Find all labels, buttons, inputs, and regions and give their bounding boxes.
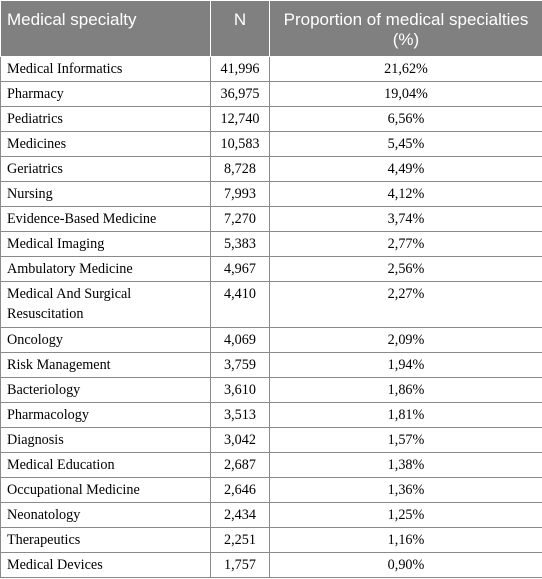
specialty-cell: Diagnosis: [0, 427, 211, 453]
header-medical-specialty: Medical specialty: [0, 0, 211, 57]
proportion-cell: 19,04%: [269, 81, 542, 107]
table-row: Medical Education 2,687 1,38%: [0, 452, 542, 478]
table-row: Medical Informatics 41,996 21,62%: [0, 56, 542, 82]
table-row: Oncology 4,069 2,09%: [0, 327, 542, 353]
table-row: Medical Imaging 5,383 2,77%: [0, 231, 542, 257]
count-cell: 4,410: [210, 281, 270, 328]
count-cell: 4,967: [210, 256, 270, 282]
count-cell: 41,996: [210, 56, 270, 82]
proportion-cell: 1,94%: [269, 352, 542, 378]
proportion-cell: 1,57%: [269, 427, 542, 453]
proportion-cell: 2,77%: [269, 231, 542, 257]
proportion-cell: 1,86%: [269, 377, 542, 403]
specialty-cell: Medical Imaging: [0, 231, 211, 257]
table-row: Nursing 7,993 4,12%: [0, 181, 542, 207]
count-cell: 12,740: [210, 106, 270, 132]
specialty-cell: Occupational Medicine: [0, 477, 211, 503]
table-row: Medical And Surgical Resuscitation 4,410…: [0, 281, 542, 328]
table-row: Evidence-Based Medicine 7,270 3,74%: [0, 206, 542, 232]
table-row: Bacteriology 3,610 1,86%: [0, 377, 542, 403]
specialty-cell: Risk Management: [0, 352, 211, 378]
table-row: Risk Management 3,759 1,94%: [0, 352, 542, 378]
proportion-cell: 1,16%: [269, 527, 542, 553]
specialty-cell: Ambulatory Medicine: [0, 256, 211, 282]
specialty-cell: Medical Informatics: [0, 56, 211, 82]
specialty-cell: Bacteriology: [0, 377, 211, 403]
count-cell: 3,513: [210, 402, 270, 428]
proportion-cell: 1,36%: [269, 477, 542, 503]
table-row: Pharmacology 3,513 1,81%: [0, 402, 542, 428]
count-cell: 1,757: [210, 552, 270, 578]
proportion-cell: 1,25%: [269, 502, 542, 528]
proportion-cell: 1,81%: [269, 402, 542, 428]
proportion-cell: 4,12%: [269, 181, 542, 207]
specialty-cell: Geriatrics: [0, 156, 211, 182]
specialty-cell: Evidence-Based Medicine: [0, 206, 211, 232]
count-cell: 36,975: [210, 81, 270, 107]
count-cell: 2,646: [210, 477, 270, 503]
count-cell: 2,687: [210, 452, 270, 478]
count-cell: 4,069: [210, 327, 270, 353]
count-cell: 3,610: [210, 377, 270, 403]
proportion-cell: 2,09%: [269, 327, 542, 353]
table-header: Medical specialty N Proportion of medica…: [0, 0, 542, 57]
table-row: Geriatrics 8,728 4,49%: [0, 156, 542, 182]
count-cell: 2,251: [210, 527, 270, 553]
specialty-cell: Oncology: [0, 327, 211, 353]
proportion-cell: 2,56%: [269, 256, 542, 282]
table-row: Occupational Medicine 2,646 1,36%: [0, 477, 542, 503]
header-n: N: [210, 0, 270, 57]
count-cell: 10,583: [210, 131, 270, 157]
proportion-cell: 4,49%: [269, 156, 542, 182]
table-body: Medical Informatics 41,996 21,62% Pharma…: [0, 56, 542, 578]
proportion-cell: 6,56%: [269, 106, 542, 132]
table-row: Neonatology 2,434 1,25%: [0, 502, 542, 528]
table-row: Diagnosis 3,042 1,57%: [0, 427, 542, 453]
count-cell: 2,434: [210, 502, 270, 528]
table-row: Therapeutics 2,251 1,16%: [0, 527, 542, 553]
table-row: Pharmacy 36,975 19,04%: [0, 81, 542, 107]
proportion-cell: 3,74%: [269, 206, 542, 232]
table-row: Ambulatory Medicine 4,967 2,56%: [0, 256, 542, 282]
specialty-cell: Medical Education: [0, 452, 211, 478]
count-cell: 7,993: [210, 181, 270, 207]
count-cell: 5,383: [210, 231, 270, 257]
header-proportion: Proportion of medical specialties (%): [269, 0, 542, 57]
proportion-cell: 2,27%: [269, 281, 542, 328]
specialty-cell: Medical And Surgical Resuscitation: [0, 281, 211, 328]
specialty-cell: Pharmacology: [0, 402, 211, 428]
table-row: Pediatrics 12,740 6,56%: [0, 106, 542, 132]
table-row: Medicines 10,583 5,45%: [0, 131, 542, 157]
specialty-cell: Pediatrics: [0, 106, 211, 132]
specialty-cell: Medicines: [0, 131, 211, 157]
proportion-cell: 1,38%: [269, 452, 542, 478]
specialty-cell: Therapeutics: [0, 527, 211, 553]
count-cell: 8,728: [210, 156, 270, 182]
count-cell: 7,270: [210, 206, 270, 232]
specialty-cell: Neonatology: [0, 502, 211, 528]
count-cell: 3,042: [210, 427, 270, 453]
proportion-cell: 5,45%: [269, 131, 542, 157]
specialty-cell: Nursing: [0, 181, 211, 207]
proportion-cell: 0,90%: [269, 552, 542, 578]
header-row: Medical specialty N Proportion of medica…: [0, 0, 542, 57]
table-row: Medical Devices 1,757 0,90%: [0, 552, 542, 578]
count-cell: 3,759: [210, 352, 270, 378]
specialty-cell: Medical Devices: [0, 552, 211, 578]
proportion-cell: 21,62%: [269, 56, 542, 82]
specialty-cell: Pharmacy: [0, 81, 211, 107]
